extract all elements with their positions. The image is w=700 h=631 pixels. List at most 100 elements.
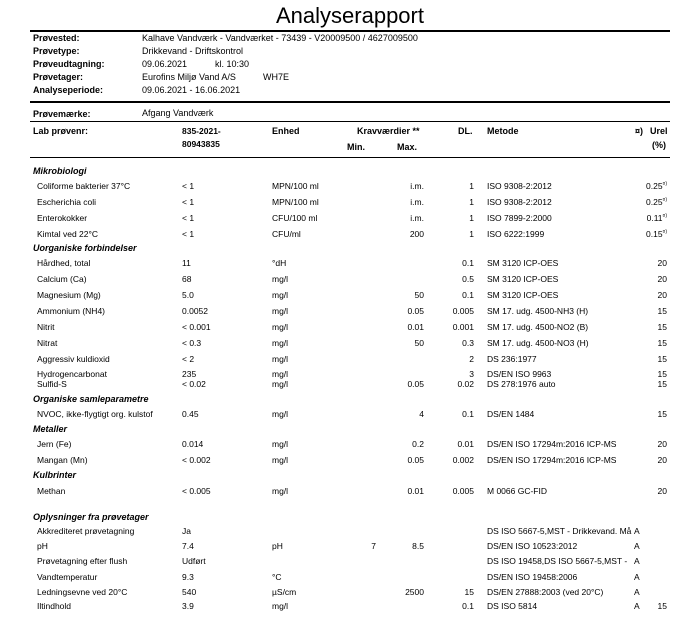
cell-parameter: Kimtal ved 22°C <box>37 229 99 239</box>
cell-dl: 15 <box>464 587 474 597</box>
cell-urel: 15 <box>600 379 667 389</box>
header-value: Eurofins Miljø Vand A/S <box>142 72 236 82</box>
cell-parameter: Sulfid-S <box>37 379 67 389</box>
cell-urel-value: 15 <box>657 306 667 316</box>
cell-unit: MPN/100 ml <box>272 197 319 207</box>
cell-urel: 20 <box>600 274 667 284</box>
cell-result: < 1 <box>182 181 195 191</box>
cell-parameter: Jern (Fe) <box>37 439 72 449</box>
header-extra: kl. 10:30 <box>215 59 250 69</box>
cell-parameter: Enterokokker <box>37 213 88 223</box>
cell-urel: 20 <box>600 455 667 465</box>
cell-result: 0.45 <box>182 409 199 419</box>
cell-parameter: Ammonium (NH4) <box>37 306 106 316</box>
cell-dl: 1 <box>469 197 474 207</box>
cell-unit: °dH <box>272 258 287 268</box>
cell-a: A <box>634 601 640 611</box>
cell-urel: 0.25¤) <box>600 181 667 191</box>
cell-dl: 0.1 <box>462 290 474 300</box>
cell-urel-value: 20 <box>657 274 667 284</box>
cell-unit: mg/l <box>272 338 289 348</box>
col-sample-no: 80943835 <box>182 139 220 149</box>
col-urel: Urel <box>650 126 668 136</box>
section-title: Organiske samleparametre <box>33 394 149 404</box>
cell-result: 9.3 <box>182 572 194 582</box>
cell-urel-value: 15 <box>657 369 667 379</box>
cell-method: ISO 9308-2:2012 <box>487 181 552 191</box>
cell-dl: 0.1 <box>462 409 474 419</box>
cell-urel-value: 15 <box>657 409 667 419</box>
cell-urel: 0.25¤) <box>600 197 667 207</box>
cell-method: M 0066 GC-FID <box>487 486 547 496</box>
cell-dl: 0.1 <box>462 258 474 268</box>
cell-result: < 0.3 <box>182 338 202 348</box>
cell-dl: 1 <box>469 181 474 191</box>
col-min: Min. <box>347 142 365 152</box>
section-title: Oplysninger fra prøvetager <box>33 512 149 522</box>
cell-unit: MPN/100 ml <box>272 181 319 191</box>
cell-unit: mg/l <box>272 379 289 389</box>
cell-max: 4 <box>419 409 424 419</box>
cell-parameter: Nitrit <box>37 322 55 332</box>
cell-parameter: Vandtemperatur <box>37 572 98 582</box>
cell-parameter: Nitrat <box>37 338 58 348</box>
cell-method: DS/EN 1484 <box>487 409 535 419</box>
cell-urel: 15 <box>600 601 667 611</box>
cell-max: i.m. <box>410 181 424 191</box>
cell-parameter: Calcium (Ca) <box>37 274 87 284</box>
cell-urel-value: 15 <box>657 338 667 348</box>
cell-urel: 0.15¤) <box>600 229 667 239</box>
header-label: Prøvetype: <box>33 46 80 56</box>
section-title: Mikrobiologi <box>33 166 87 176</box>
cell-max: i.m. <box>410 197 424 207</box>
col-unit: Enhed <box>272 126 300 136</box>
cell-dl: 0.5 <box>462 274 474 284</box>
col-a: ¤) <box>635 126 644 136</box>
cell-result: < 2 <box>182 354 195 364</box>
cell-urel: 15 <box>600 369 667 379</box>
col-krav: Kravværdier ** <box>357 126 420 136</box>
cell-method: DS ISO 5667-5,MST - Drikkevand. Må <box>487 526 632 536</box>
cell-parameter: pH <box>37 541 48 551</box>
cell-urel: 15 <box>600 409 667 419</box>
sample-mark-value: Afgang Vandværk <box>142 108 214 118</box>
cell-unit: µS/cm <box>272 587 297 597</box>
cell-max: 8.5 <box>412 541 424 551</box>
cell-dl: 1 <box>469 229 474 239</box>
cell-a: A <box>634 556 640 566</box>
cell-urel-value: 0.15 <box>646 229 663 239</box>
cell-parameter: Iltindhold <box>37 601 72 611</box>
cell-result: < 0.02 <box>182 379 206 389</box>
cell-urel-value: 0.11 <box>646 213 663 223</box>
cell-unit: °C <box>272 572 282 582</box>
cell-urel: 20 <box>600 486 667 496</box>
cell-urel: 15 <box>600 306 667 316</box>
header-label: Prøvetager: <box>33 72 84 82</box>
cell-parameter: Escherichia coli <box>37 197 97 207</box>
cell-urel: 20 <box>600 439 667 449</box>
cell-a: A <box>634 526 640 536</box>
cell-result: 68 <box>182 274 192 284</box>
cell-result: < 0.001 <box>182 322 211 332</box>
cell-method: ISO 7899-2:2000 <box>487 213 552 223</box>
cell-result: < 0.002 <box>182 455 211 465</box>
cell-method: DS/EN ISO 17294m:2016 ICP-MS <box>487 439 617 449</box>
cell-urel-value: 20 <box>657 290 667 300</box>
cell-max: i.m. <box>410 213 424 223</box>
cell-method: DS ISO 19458,DS ISO 5667-5,MST - <box>487 556 628 566</box>
cell-unit: mg/l <box>272 409 289 419</box>
cell-urel-value: 20 <box>657 486 667 496</box>
cell-unit: mg/l <box>272 455 289 465</box>
cell-unit: mg/l <box>272 486 289 496</box>
cell-urel: 20 <box>600 290 667 300</box>
cell-unit: mg/l <box>272 369 289 379</box>
cell-method: SM 17. udg. 4500-NO2 (B) <box>487 322 589 332</box>
cell-urel-value: 15 <box>657 354 667 364</box>
cell-unit: CFU/100 ml <box>272 213 318 223</box>
cell-result: < 1 <box>182 213 195 223</box>
header-value: 09.06.2021 <box>142 59 188 69</box>
cell-method: DS/EN ISO 19458:2006 <box>487 572 578 582</box>
header-value: Kalhave Vandværk - Vandværket - 73439 - … <box>142 33 418 43</box>
cell-result: < 1 <box>182 229 195 239</box>
cell-parameter: NVOC, ikke-flygtigt org. kulstof <box>37 409 153 419</box>
